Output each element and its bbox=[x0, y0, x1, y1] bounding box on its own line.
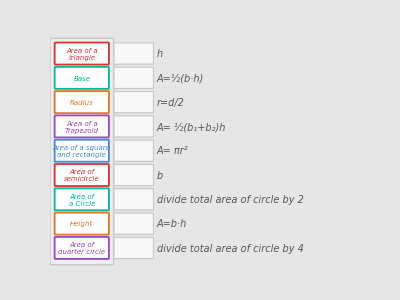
Text: A= πr²: A= πr² bbox=[157, 146, 188, 157]
Text: A= ½(b₁+b₂)h: A= ½(b₁+b₂)h bbox=[157, 122, 226, 132]
FancyBboxPatch shape bbox=[55, 67, 109, 89]
Text: Area of
a Circle: Area of a Circle bbox=[68, 194, 95, 207]
Text: divide total area of circle by 2: divide total area of circle by 2 bbox=[157, 195, 304, 205]
FancyBboxPatch shape bbox=[114, 189, 154, 210]
FancyBboxPatch shape bbox=[55, 164, 109, 186]
FancyBboxPatch shape bbox=[114, 92, 154, 113]
FancyBboxPatch shape bbox=[55, 237, 109, 259]
FancyBboxPatch shape bbox=[114, 116, 154, 137]
FancyBboxPatch shape bbox=[55, 213, 109, 235]
FancyBboxPatch shape bbox=[114, 237, 154, 259]
Text: r=d/2: r=d/2 bbox=[157, 98, 185, 108]
FancyBboxPatch shape bbox=[50, 38, 114, 265]
Text: Area of a square
and rectangle: Area of a square and rectangle bbox=[53, 145, 111, 158]
Text: Area of
semicircle: Area of semicircle bbox=[64, 169, 100, 182]
Text: Radius: Radius bbox=[70, 100, 94, 106]
FancyBboxPatch shape bbox=[55, 188, 109, 210]
Text: Area of a
Trapezoid: Area of a Trapezoid bbox=[65, 121, 99, 134]
FancyBboxPatch shape bbox=[55, 91, 109, 113]
FancyBboxPatch shape bbox=[114, 43, 154, 64]
Text: A=b·h: A=b·h bbox=[157, 219, 187, 230]
FancyBboxPatch shape bbox=[114, 67, 154, 88]
Text: Height: Height bbox=[70, 221, 94, 227]
Text: divide total area of circle by 4: divide total area of circle by 4 bbox=[157, 244, 304, 254]
FancyBboxPatch shape bbox=[55, 116, 109, 137]
Text: A=½(b·h): A=½(b·h) bbox=[157, 74, 204, 84]
FancyBboxPatch shape bbox=[55, 43, 109, 64]
FancyBboxPatch shape bbox=[114, 164, 154, 186]
Text: b: b bbox=[157, 171, 163, 181]
FancyBboxPatch shape bbox=[114, 140, 154, 161]
FancyBboxPatch shape bbox=[114, 213, 154, 234]
Text: Base: Base bbox=[73, 76, 90, 82]
Text: Area of a
triangle: Area of a triangle bbox=[66, 48, 98, 61]
Text: h: h bbox=[157, 49, 163, 59]
Text: Area of
quarter circle: Area of quarter circle bbox=[58, 242, 105, 255]
FancyBboxPatch shape bbox=[55, 140, 109, 162]
